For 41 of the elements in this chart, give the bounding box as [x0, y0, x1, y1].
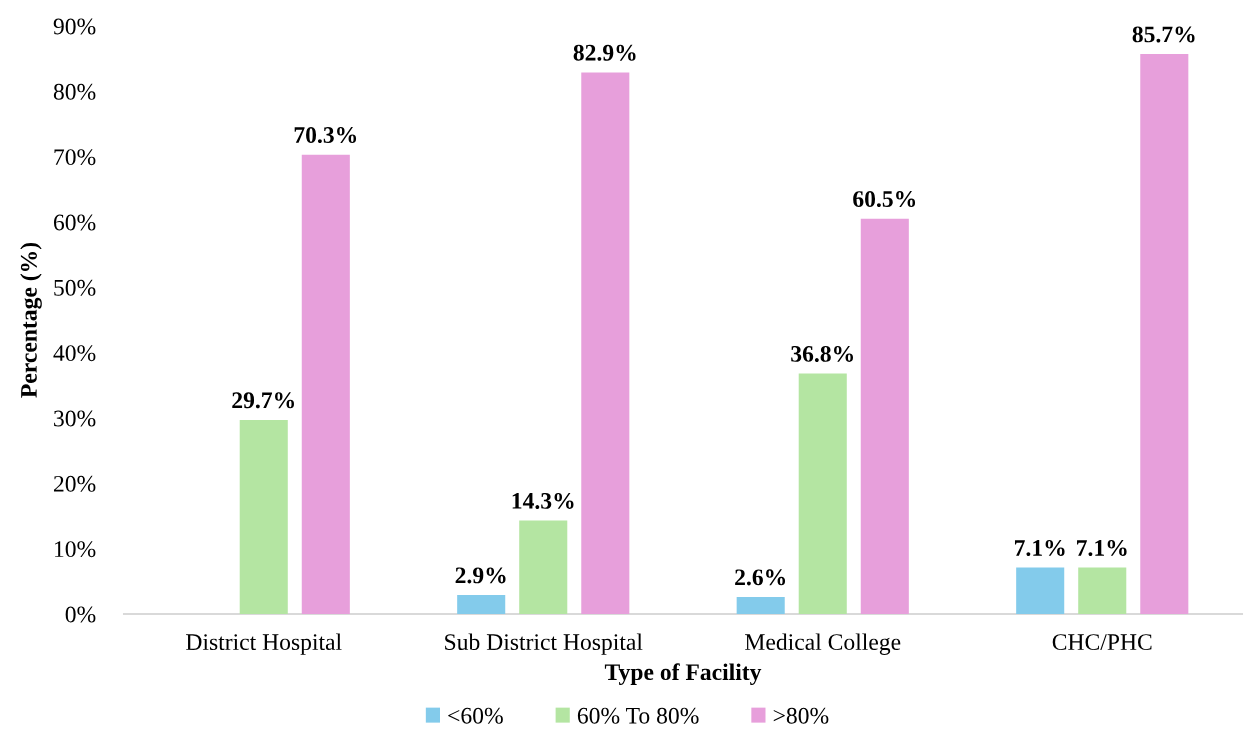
y-tick-label: 10%	[55, 541, 96, 558]
data-label: 82.9%	[573, 44, 636, 61]
legend-label: 60% To 80%	[577, 707, 699, 724]
data-label: 70.3%	[294, 127, 357, 144]
data-label: 7.1%	[1077, 539, 1127, 556]
bar	[1078, 567, 1127, 614]
bar	[798, 373, 847, 614]
y-tick-label: 90%	[53, 18, 96, 35]
legend-label: <60%	[448, 707, 503, 724]
y-tick-label: 80%	[53, 83, 96, 100]
data-label: 36.8%	[791, 345, 853, 362]
y-tick-label: 30%	[54, 410, 96, 427]
data-label: 85.7%	[1132, 26, 1195, 43]
bar	[1016, 567, 1065, 614]
data-label: 14.3%	[512, 492, 574, 509]
x-tick-label: CHC/PHC	[1052, 634, 1152, 651]
bar	[860, 218, 909, 614]
y-tick-label: 20%	[53, 475, 96, 492]
x-tick-label: Sub District Hospital	[445, 633, 643, 655]
x-tick-label: Medical College	[745, 633, 901, 655]
y-tick-label: 50%	[54, 279, 96, 296]
bar	[519, 520, 568, 614]
data-label: 60.5%	[853, 191, 916, 208]
x-axis-title: Type of Facility	[604, 663, 762, 685]
y-tick-label: 60%	[53, 214, 96, 231]
x-tick-label: District Hospital	[186, 633, 342, 655]
data-label: 2.6%	[735, 569, 786, 586]
bar	[239, 419, 288, 614]
bar	[301, 154, 350, 614]
bar	[457, 595, 506, 614]
bar	[581, 72, 630, 614]
y-tick-label: 40%	[53, 345, 96, 362]
y-axis-title: Percentage (%)	[20, 242, 42, 398]
legend-label: >80%	[773, 707, 829, 724]
data-label: 29.7%	[232, 392, 294, 409]
data-label: 7.1%	[1014, 539, 1065, 556]
y-tick-label: 0%	[65, 606, 96, 623]
y-tick-label: 70%	[54, 149, 96, 166]
bar	[736, 597, 785, 614]
data-label: 2.9%	[455, 567, 506, 584]
bar	[1140, 54, 1189, 614]
